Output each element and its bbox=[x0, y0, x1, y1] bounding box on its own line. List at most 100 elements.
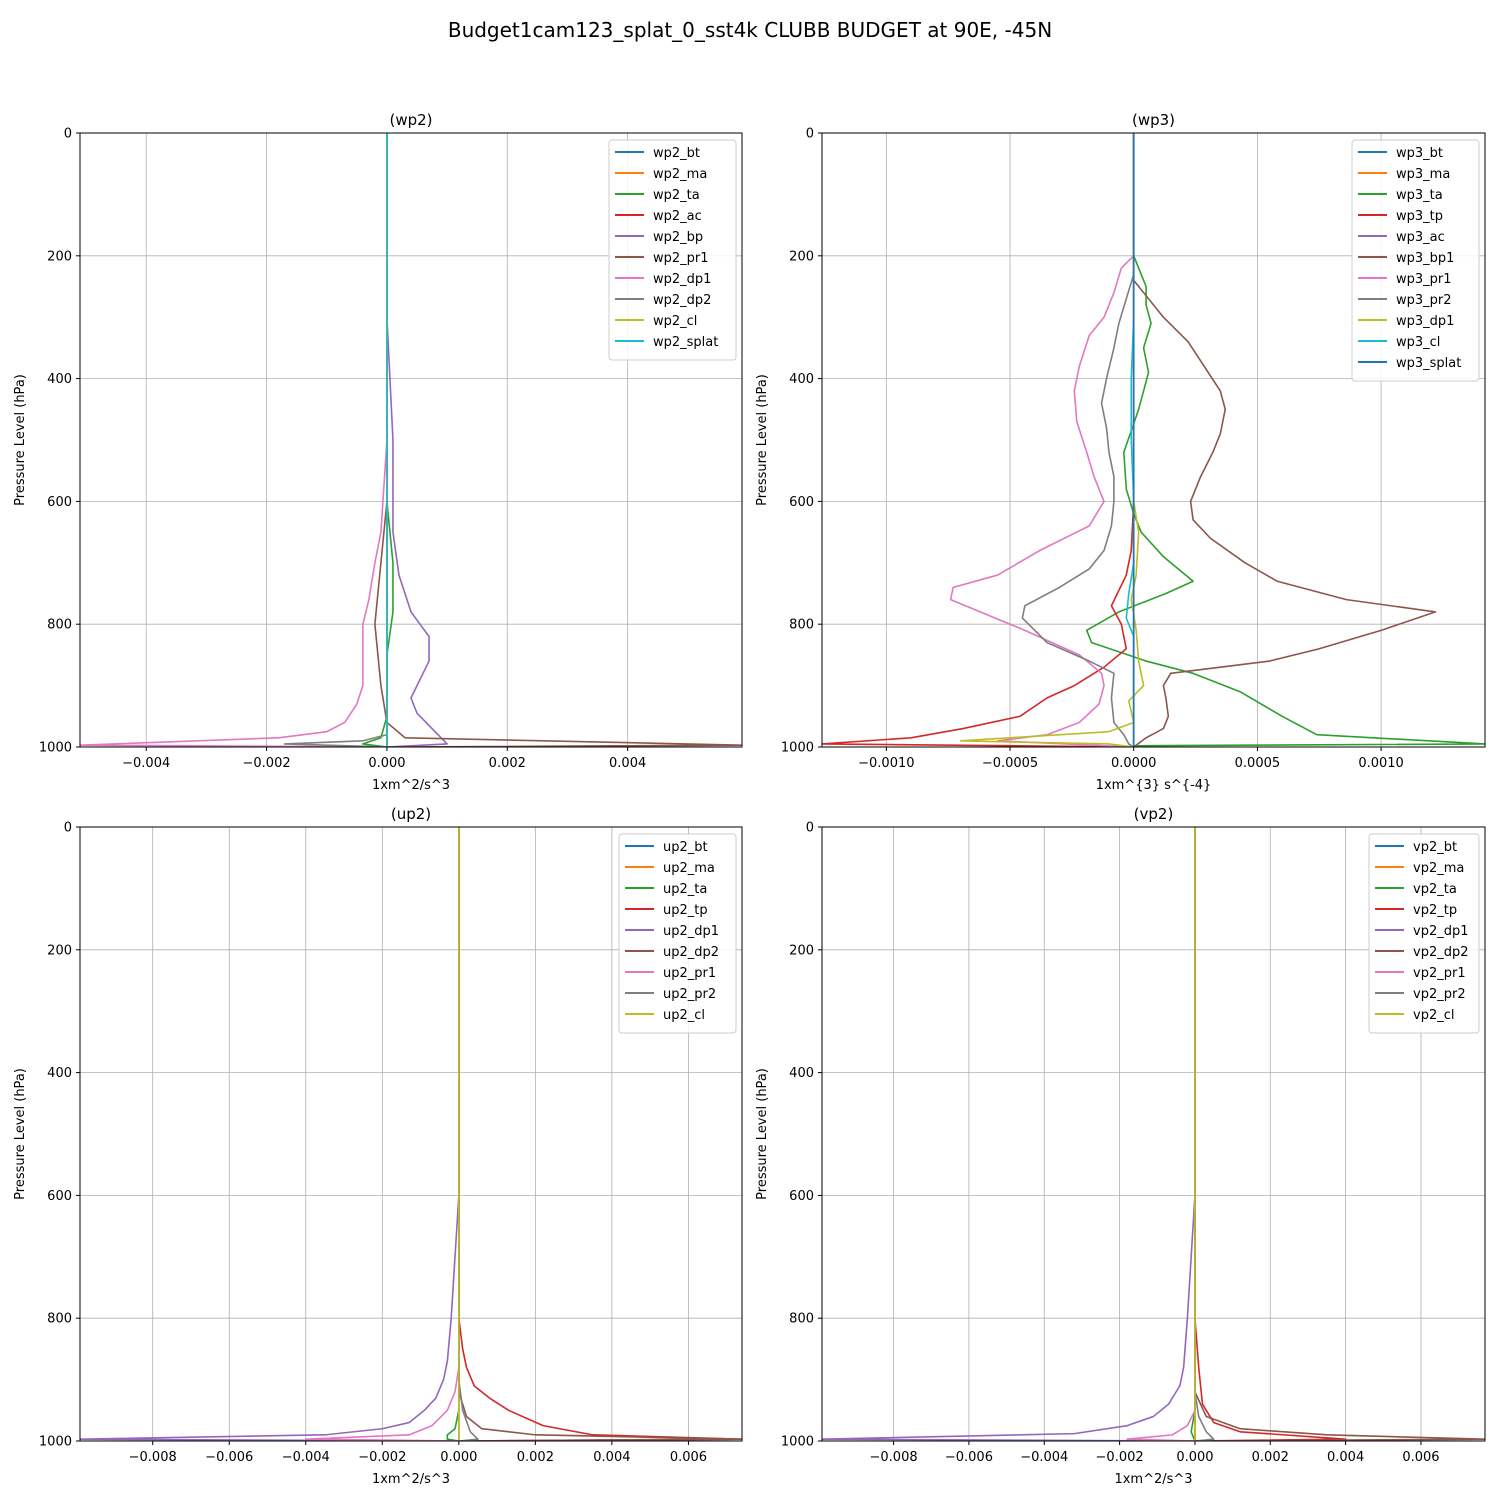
legend-label-up2_pr1: up2_pr1 bbox=[663, 966, 716, 981]
chart-panel-2: −0.0010 −0.0005 0.0000 0.0005 0.0010 0 200 400 6… bbox=[755, 111, 1486, 793]
x-tick-label: −0.008 bbox=[129, 1450, 177, 1465]
legend-label-vp2_tp: vp2_tp bbox=[1413, 903, 1457, 918]
plot-frame bbox=[821, 132, 1486, 748]
series-group bbox=[80, 133, 742, 747]
y-tick-label: 800 bbox=[789, 1312, 814, 1327]
legend-label-wp3_pr1: wp3_pr1 bbox=[1396, 272, 1452, 287]
series-line-wp3_bp1 bbox=[1132, 133, 1437, 747]
legend-label-wp2_ta: wp2_ta bbox=[653, 188, 700, 203]
legend-label-vp2_cl: vp2_cl bbox=[1413, 1008, 1454, 1023]
legend-label-wp3_ta: wp3_ta bbox=[1396, 188, 1443, 203]
chart-panel-3: −0.008 −0.006 −0.004 −0.002 0.000 0.002 0.004 0… bbox=[13, 805, 743, 1487]
x-tick-label: −0.008 bbox=[870, 1450, 918, 1465]
y-axis-label: Pressure Level (hPa) bbox=[13, 1068, 28, 1200]
legend-label-wp2_cl: wp2_cl bbox=[653, 314, 697, 329]
legend-label-wp2_ac: wp2_ac bbox=[653, 209, 702, 224]
y-tick-label: 800 bbox=[47, 618, 72, 633]
x-tick-label: −0.004 bbox=[122, 756, 170, 771]
legend-label-wp3_pr2: wp3_pr2 bbox=[1396, 293, 1452, 308]
legend-label-vp2_pr2: vp2_pr2 bbox=[1413, 987, 1466, 1002]
legend: vp2_bt vp2_ma vp2_ta vp2_tp vp2_dp1 vp2_dp2vp… bbox=[1368, 833, 1480, 1034]
x-axis-label: 1xm^{3} s^{-4} bbox=[1096, 778, 1212, 793]
legend-label-vp2_dp2: vp2_dp2 bbox=[1413, 945, 1469, 960]
panel-title: (wp3) bbox=[1132, 111, 1175, 129]
y-tick-label: 400 bbox=[789, 1066, 814, 1081]
x-axis-label: 1xm^2/s^3 bbox=[1114, 1472, 1192, 1487]
legend-label-vp2_pr1: vp2_pr1 bbox=[1413, 966, 1466, 981]
y-tick-label: 200 bbox=[47, 943, 72, 958]
legend-label-wp2_ma: wp2_ma bbox=[653, 167, 707, 182]
chart-panels: −0.004 −0.002 0.000 0.002 0.004 0 200 400 600 800… bbox=[13, 111, 1486, 1487]
y-tick-label: 600 bbox=[789, 495, 814, 510]
series-line-wp2_dp1 bbox=[80, 133, 388, 747]
x-tick-label: −0.004 bbox=[1020, 1450, 1068, 1465]
figure-title: Budget1cam123_splat_0_sst4k CLUBB BUDGET… bbox=[448, 18, 1052, 42]
y-tick-label: 0 bbox=[64, 127, 72, 142]
y-tick-label: 400 bbox=[47, 372, 72, 387]
x-tick-label: 0.006 bbox=[1402, 1450, 1439, 1465]
legend: up2_bt up2_ma up2_ta up2_tp up2_dp1 up2_dp2up… bbox=[618, 833, 737, 1034]
x-tick-label: −0.0005 bbox=[982, 756, 1038, 771]
legend-label-up2_ta: up2_ta bbox=[663, 882, 707, 897]
x-tick-label: −0.004 bbox=[282, 1450, 330, 1465]
legend-box bbox=[618, 833, 737, 1034]
y-axis-label: Pressure Level (hPa) bbox=[13, 374, 28, 506]
panel-title: (wp2) bbox=[389, 111, 432, 129]
legend: wp2_bt wp2_ma wp2_ta wp2_ac wp2_bp wp2_pr1 wp2… bbox=[608, 139, 737, 361]
series-line-wp3_pr2 bbox=[1021, 133, 1135, 747]
series-line-wp3_tp bbox=[822, 133, 1135, 747]
chart-panel-1: −0.004 −0.002 0.000 0.002 0.004 0 200 400 600 800… bbox=[13, 111, 743, 793]
legend-label-wp3_dp1: wp3_dp1 bbox=[1396, 314, 1454, 329]
legend-label-up2_pr2: up2_pr2 bbox=[663, 987, 716, 1002]
x-tick-label: −0.006 bbox=[205, 1450, 253, 1465]
y-tick-label: 200 bbox=[789, 249, 814, 264]
legend-label-wp3_splat: wp3_splat bbox=[1396, 356, 1461, 371]
x-tick-label: −0.002 bbox=[358, 1450, 406, 1465]
y-tick-label: 1000 bbox=[39, 1435, 72, 1450]
x-axis-label: 1xm^2/s^3 bbox=[372, 1472, 450, 1487]
x-tick-label: −0.002 bbox=[1096, 1450, 1144, 1465]
y-tick-label: 1000 bbox=[781, 1435, 814, 1450]
y-tick-label: 1000 bbox=[781, 741, 814, 756]
y-tick-label: 600 bbox=[47, 1189, 72, 1204]
legend-label-wp3_ma: wp3_ma bbox=[1396, 167, 1450, 182]
panel-title: (vp2) bbox=[1134, 805, 1174, 823]
y-tick-label: 600 bbox=[789, 1189, 814, 1204]
legend-label-vp2_ta: vp2_ta bbox=[1413, 882, 1457, 897]
legend-label-wp2_pr1: wp2_pr1 bbox=[653, 251, 709, 266]
y-tick-label: 800 bbox=[789, 618, 814, 633]
legend-label-wp3_cl: wp3_cl bbox=[1396, 335, 1440, 350]
y-tick-label: 1000 bbox=[39, 741, 72, 756]
legend-label-wp3_bt: wp3_bt bbox=[1396, 146, 1443, 161]
legend-label-vp2_ma: vp2_ma bbox=[1413, 861, 1464, 876]
y-axis-label: Pressure Level (hPa) bbox=[755, 1068, 770, 1200]
legend-label-vp2_dp1: vp2_dp1 bbox=[1413, 924, 1469, 939]
legend-box bbox=[1368, 833, 1480, 1034]
series-group bbox=[80, 827, 742, 1441]
series-line-vp2_dp1 bbox=[822, 827, 1196, 1441]
x-tick-label: 0.004 bbox=[1327, 1450, 1364, 1465]
y-tick-label: 400 bbox=[47, 1066, 72, 1081]
x-tick-label: 0.006 bbox=[670, 1450, 707, 1465]
legend-label-wp3_ac: wp3_ac bbox=[1396, 230, 1445, 245]
series-line-wp3_dp1 bbox=[959, 133, 1145, 747]
x-tick-label: 0.002 bbox=[489, 756, 526, 771]
plot-frame bbox=[79, 826, 743, 1442]
legend-label-up2_bt: up2_bt bbox=[663, 840, 708, 855]
legend-label-wp2_splat: wp2_splat bbox=[653, 335, 718, 350]
x-tick-label: 0.002 bbox=[1252, 1450, 1289, 1465]
x-tick-label: 0.000 bbox=[1176, 1450, 1213, 1465]
legend-label-wp3_bp1: wp3_bp1 bbox=[1396, 251, 1454, 266]
y-tick-label: 800 bbox=[47, 1312, 72, 1327]
legend-label-up2_cl: up2_cl bbox=[663, 1008, 705, 1023]
panel-title: (up2) bbox=[391, 805, 431, 823]
x-tick-label: 0.000 bbox=[440, 1450, 477, 1465]
x-tick-label: 0.000 bbox=[368, 756, 405, 771]
y-tick-label: 200 bbox=[789, 943, 814, 958]
plot-frame bbox=[821, 826, 1486, 1442]
legend-label-wp3_tp: wp3_tp bbox=[1396, 209, 1443, 224]
series-group bbox=[822, 827, 1485, 1441]
x-tick-label: −0.0010 bbox=[858, 756, 914, 771]
